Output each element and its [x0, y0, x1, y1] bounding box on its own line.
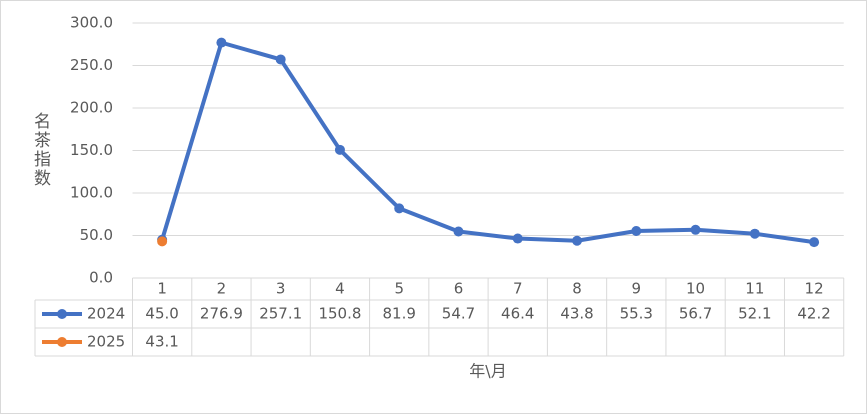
x-tick-label: 1: [157, 280, 167, 298]
data-point: [157, 236, 168, 247]
x-tick-label: 11: [745, 280, 764, 298]
y-tick-label: 200.0: [70, 99, 113, 117]
x-axis-title: 年\月: [469, 362, 506, 381]
data-point: [275, 54, 286, 65]
x-tick-label: 9: [632, 280, 642, 298]
table-value: 46.4: [501, 305, 534, 323]
data-point: [334, 144, 345, 155]
table-value: 52.1: [738, 305, 771, 323]
table-value: 42.2: [797, 305, 830, 323]
data-point: [453, 226, 464, 237]
x-tick-label: 7: [513, 280, 523, 298]
data-point: [809, 237, 820, 248]
data-point: [512, 233, 523, 244]
table-value: 45.0: [145, 305, 178, 323]
x-tick-label: 4: [335, 280, 345, 298]
data-point: [394, 203, 405, 214]
y-tick-label: 150.0: [70, 141, 113, 159]
table-value: 257.1: [259, 305, 302, 323]
data-point: [690, 224, 701, 235]
x-tick-label: 6: [454, 280, 464, 298]
x-tick-label: 8: [572, 280, 582, 298]
table-value: 81.9: [383, 305, 416, 323]
data-point: [749, 228, 760, 239]
table-value: 276.9: [200, 305, 243, 323]
series-line: [160, 40, 815, 245]
x-tick-label: 5: [394, 280, 404, 298]
x-tick-label: 12: [805, 280, 824, 298]
y-tick-label: 250.0: [70, 56, 113, 74]
x-tick-label: 3: [276, 280, 286, 298]
data-point: [216, 37, 227, 48]
legend-label: 2025: [87, 333, 125, 351]
legend-marker: [57, 337, 67, 347]
y-tick-label: 50.0: [80, 226, 113, 244]
table-value: 55.3: [620, 305, 653, 323]
x-tick-label: 2: [217, 280, 227, 298]
x-tick-label: 10: [686, 280, 705, 298]
table-value: 43.1: [145, 333, 178, 351]
y-tick-label: 300.0: [70, 14, 113, 32]
data-point: [631, 225, 642, 236]
y-axis-title: 名茶指数: [30, 112, 51, 188]
data-point: [572, 235, 583, 246]
legend-label: 2024: [87, 305, 125, 323]
table-value: 56.7: [679, 305, 712, 323]
y-tick-label: 100.0: [70, 184, 113, 202]
table-value: 54.7: [442, 305, 475, 323]
y-tick-label: 0.0: [89, 269, 113, 287]
table-value: 43.8: [560, 305, 593, 323]
table-value: 150.8: [318, 305, 361, 323]
legend-marker: [57, 309, 67, 319]
